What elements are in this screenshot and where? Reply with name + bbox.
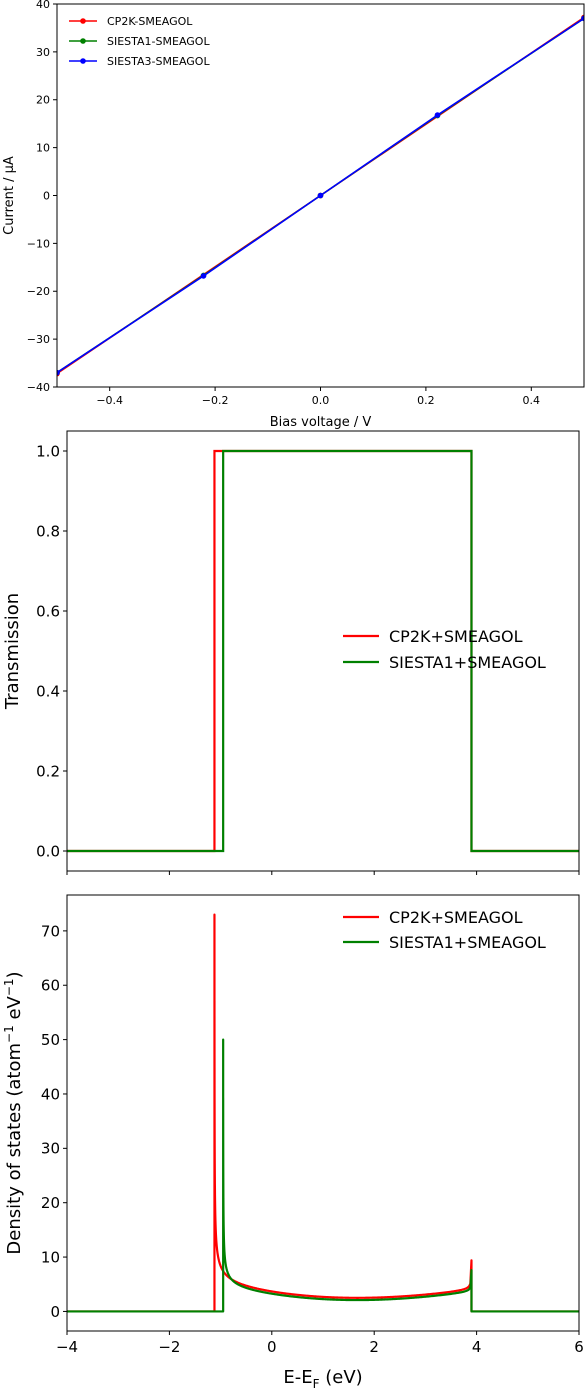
series-line	[67, 913, 579, 1313]
legend-label: CP2K+SMEAGOL	[389, 908, 523, 927]
data-point	[434, 112, 441, 118]
x-tick-label: 0.4	[523, 394, 541, 407]
legend-label: CP2K-SMEAGOL	[107, 15, 193, 28]
y-axis-label: Density of states (atom−1 eV−1)	[2, 971, 25, 1254]
legend-marker	[80, 38, 86, 44]
y-tick-label: 70	[41, 922, 60, 940]
y-tick-label: 20	[36, 94, 50, 107]
y-tick-label: 50	[41, 1031, 60, 1049]
data-point	[581, 15, 584, 22]
legend-label: SIESTA1+SMEAGOL	[389, 653, 546, 672]
iv-chart: −0.4 −0.2 0.0 0.2 0.4 −40 −30 −20 −10 0 10 20 30 40 Bi…	[2, 0, 585, 430]
y-tick-label: −40	[27, 381, 50, 394]
legend-label: SIESTA1+SMEAGOL	[389, 933, 546, 952]
dos-axes-frame	[66, 894, 580, 1332]
y-tick-label: −10	[27, 237, 50, 250]
series-line	[67, 449, 579, 853]
y-tick-label: 10	[36, 142, 50, 155]
y-tick-label: 0.0	[36, 842, 60, 860]
y-tick-label: 0.4	[36, 682, 60, 700]
x-tick-label: −0.4	[96, 394, 123, 407]
transmission-plot-area	[67, 449, 579, 853]
legend-label: SIESTA1-SMEAGOL	[107, 35, 210, 48]
y-tick-label: 10	[41, 1248, 60, 1266]
x-tick-label: 4	[472, 1338, 482, 1356]
y-tick-label: 40	[36, 0, 50, 11]
legend-label: SIESTA3-SMEAGOL	[107, 55, 210, 68]
x-tick-label: 6	[574, 1338, 584, 1356]
y-tick-label: 0	[43, 189, 50, 202]
y-tick-label: 20	[41, 1194, 60, 1212]
y-tick-label: 60	[41, 977, 60, 995]
y-tick-label: −20	[27, 285, 50, 298]
transmission-axes-frame	[66, 430, 580, 872]
x-tick-label: 2	[369, 1338, 379, 1356]
legend-marker	[80, 58, 86, 64]
x-tick-label: 0.0	[312, 394, 330, 407]
y-tick-label: 1.0	[36, 442, 60, 460]
y-tick-label: 0.8	[36, 522, 60, 540]
data-point	[317, 192, 324, 199]
y-axis-label: Current / μA	[2, 156, 17, 235]
legend-marker	[80, 18, 86, 24]
y-tick-label: 0.2	[36, 762, 60, 780]
iv-plot-area	[57, 14, 584, 377]
x-tick-label: −0.2	[202, 394, 229, 407]
y-tick-label: 30	[41, 1140, 60, 1158]
legend-label: CP2K+SMEAGOL	[389, 627, 523, 646]
x-axis-label: E-EF (eV)	[283, 1367, 362, 1389]
y-tick-label: 0	[50, 1303, 60, 1321]
data-point	[57, 369, 60, 376]
series-line	[67, 1038, 579, 1313]
y-axis-label: Transmission	[2, 593, 23, 710]
y-tick-label: −30	[27, 333, 50, 346]
transmission-chart: 0.0 0.2 0.4 0.6 0.8 1.0 Transmission CP2K+SMEAG…	[2, 430, 580, 875]
x-tick-label: 0.2	[417, 394, 435, 407]
dos-plot-area	[67, 913, 579, 1313]
series-line	[67, 449, 579, 853]
y-tick-label: 40	[41, 1085, 60, 1103]
x-tick-label: 0	[267, 1338, 277, 1356]
x-tick-label: −4	[56, 1338, 78, 1356]
x-tick-label: −2	[158, 1338, 180, 1356]
data-point	[200, 273, 207, 279]
y-tick-label: 30	[36, 46, 50, 59]
y-tick-label: 0.6	[36, 602, 60, 620]
x-axis-label: Bias voltage / V	[270, 415, 372, 430]
